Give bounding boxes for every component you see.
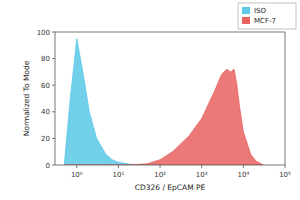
legend-box [238, 3, 296, 29]
y-axis-label: Normalized To Mode [22, 60, 31, 136]
x-tick-label: 10³ [196, 171, 208, 179]
y-tick [52, 58, 55, 59]
x-tick-label: 10¹ [113, 171, 125, 179]
y-tick [52, 111, 55, 112]
legend-swatch [242, 7, 250, 14]
series-area [64, 69, 263, 165]
y-tick-label: 60 [41, 82, 50, 90]
y-tick-label: 0 [46, 162, 50, 170]
y-tick [52, 32, 55, 33]
y-tick [52, 85, 55, 86]
y-tick-label: 40 [41, 108, 50, 116]
x-tick [201, 165, 202, 168]
x-axis-label: CD326 / EpCAM PE [135, 183, 206, 192]
x-tick [118, 165, 119, 168]
x-tick-label: 10⁵ [279, 171, 291, 179]
y-tick [52, 165, 55, 166]
plot-frame [55, 32, 285, 165]
x-tick-label: 10⁰ [71, 171, 83, 179]
x-tick [76, 165, 77, 168]
legend-label: ISO [254, 7, 267, 15]
x-tick [285, 165, 286, 168]
x-tick [160, 165, 161, 168]
chart: 10⁰ 10¹ 10² 10³ 10⁴ 10⁵ 0 20 40 60 80 100 CD326 / Ep… [0, 0, 300, 200]
plot-area [64, 39, 263, 165]
y-tick-label: 20 [41, 135, 50, 143]
x-tick-label: 10² [154, 171, 166, 179]
y-tick-label: 80 [41, 55, 50, 63]
legend-swatch [242, 17, 250, 24]
x-tick [243, 165, 244, 168]
y-tick [52, 138, 55, 139]
series-area [64, 39, 263, 165]
x-tick-label: 10⁴ [237, 171, 249, 179]
legend: ISO MCF-7 [238, 3, 296, 29]
legend-label: MCF-7 [254, 17, 276, 25]
y-tick-label: 100 [37, 29, 50, 37]
